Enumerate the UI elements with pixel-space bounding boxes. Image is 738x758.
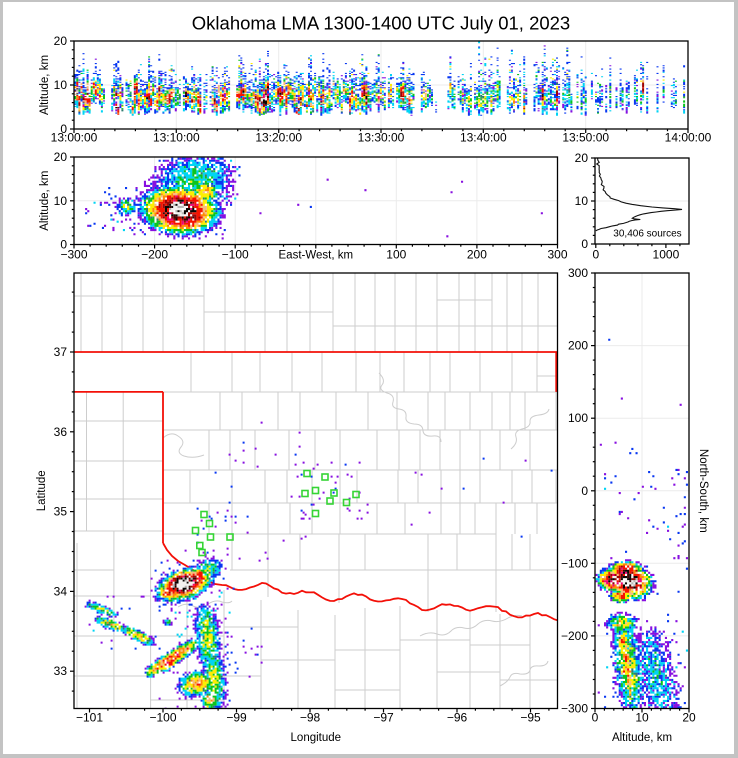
- svg-text:−100: −100: [561, 556, 588, 570]
- svg-text:Longitude: Longitude: [291, 732, 342, 744]
- svg-text:33: 33: [54, 664, 68, 678]
- svg-text:−99: −99: [226, 711, 247, 725]
- svg-text:1000: 1000: [653, 248, 680, 262]
- svg-text:100: 100: [386, 248, 406, 262]
- svg-text:0: 0: [60, 122, 67, 136]
- svg-text:20: 20: [54, 150, 68, 164]
- svg-text:Latitude: Latitude: [36, 470, 48, 511]
- svg-text:−200: −200: [141, 248, 168, 262]
- svg-text:0: 0: [581, 484, 588, 498]
- svg-text:Altitude, km: Altitude, km: [39, 171, 51, 231]
- svg-text:20: 20: [682, 711, 696, 725]
- svg-text:35: 35: [54, 505, 68, 519]
- svg-text:Altitude, km: Altitude, km: [39, 55, 51, 115]
- svg-text:East-West, km: East-West, km: [279, 250, 354, 262]
- svg-text:0: 0: [592, 248, 599, 262]
- svg-text:10: 10: [575, 194, 589, 208]
- svg-text:13:00:00: 13:00:00: [51, 131, 98, 145]
- svg-text:Oklahoma LMA 1300-1400 UTC Jul: Oklahoma LMA 1300-1400 UTC July 01, 2023: [192, 13, 570, 34]
- svg-text:100: 100: [568, 411, 588, 425]
- svg-text:300: 300: [568, 266, 588, 280]
- svg-text:20: 20: [54, 34, 68, 48]
- svg-text:13:30:00: 13:30:00: [358, 131, 405, 145]
- svg-text:30,406 sources: 30,406 sources: [613, 229, 681, 240]
- svg-text:North-South, km: North-South, km: [697, 449, 709, 533]
- svg-text:14:00:00: 14:00:00: [665, 131, 712, 145]
- svg-text:10: 10: [54, 194, 68, 208]
- svg-text:−200: −200: [561, 629, 588, 643]
- svg-text:Altitude, km: Altitude, km: [612, 732, 672, 744]
- svg-text:300: 300: [547, 248, 567, 262]
- svg-text:−100: −100: [149, 711, 176, 725]
- svg-text:−95: −95: [520, 711, 541, 725]
- svg-text:−98: −98: [300, 711, 321, 725]
- svg-text:13:20:00: 13:20:00: [255, 131, 302, 145]
- svg-text:−300: −300: [561, 702, 588, 716]
- svg-text:200: 200: [568, 339, 588, 353]
- svg-text:10: 10: [54, 78, 68, 92]
- svg-text:0: 0: [592, 711, 599, 725]
- svg-text:200: 200: [467, 248, 487, 262]
- svg-text:−100: −100: [222, 248, 249, 262]
- svg-text:−300: −300: [60, 248, 87, 262]
- svg-text:−96: −96: [447, 711, 468, 725]
- svg-text:13:10:00: 13:10:00: [153, 131, 200, 145]
- svg-text:−97: −97: [373, 711, 394, 725]
- svg-text:−101: −101: [76, 711, 103, 725]
- svg-text:13:50:00: 13:50:00: [562, 131, 609, 145]
- svg-text:0: 0: [581, 237, 588, 251]
- svg-text:0: 0: [60, 238, 67, 252]
- svg-text:34: 34: [54, 584, 68, 598]
- svg-text:13:40:00: 13:40:00: [460, 131, 507, 145]
- svg-text:36: 36: [54, 425, 68, 439]
- svg-text:20: 20: [575, 151, 589, 165]
- svg-text:37: 37: [54, 345, 68, 359]
- svg-text:10: 10: [635, 711, 649, 725]
